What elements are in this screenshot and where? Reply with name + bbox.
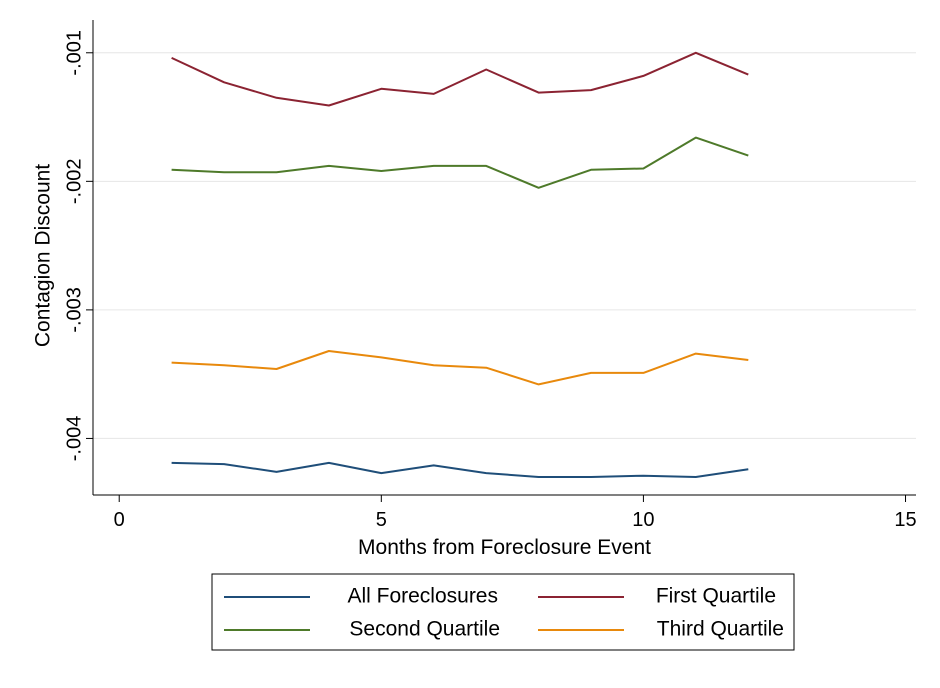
axes <box>92 20 916 496</box>
y-tick-label: -.003 <box>63 287 85 333</box>
legend-label-2: First Quartile <box>656 585 776 608</box>
x-tick-label: 15 <box>894 509 916 531</box>
y-axis-title: Contagion Discount <box>32 164 55 347</box>
legend: All Foreclosures First Quartile Second Qua… <box>211 573 795 651</box>
gridlines <box>93 52 916 439</box>
y-tick-label: -.001 <box>63 30 85 76</box>
legend-box <box>211 573 795 651</box>
legend-label-4: Third Quartile <box>657 618 784 641</box>
y-tick-label: -.004 <box>63 416 85 462</box>
y-tick-label: -.002 <box>63 159 85 205</box>
tick-marks: -.004 -.003 -.002 -.001 0 5 10 15 <box>63 30 916 531</box>
x-axis-title: Months from Foreclosure Event <box>358 536 651 559</box>
series-line-4 <box>171 350 749 386</box>
legend-label-3: Second Quartile <box>349 618 500 641</box>
x-tick-label: 5 <box>376 509 387 531</box>
series-line-1 <box>171 461 749 478</box>
x-tick-label: 0 <box>114 509 125 531</box>
series-lines <box>171 51 749 478</box>
x-tick-label: 10 <box>632 509 654 531</box>
series-line-3 <box>171 136 749 189</box>
legend-label-1: All Foreclosures <box>347 585 498 608</box>
series-line-2 <box>171 51 749 107</box>
